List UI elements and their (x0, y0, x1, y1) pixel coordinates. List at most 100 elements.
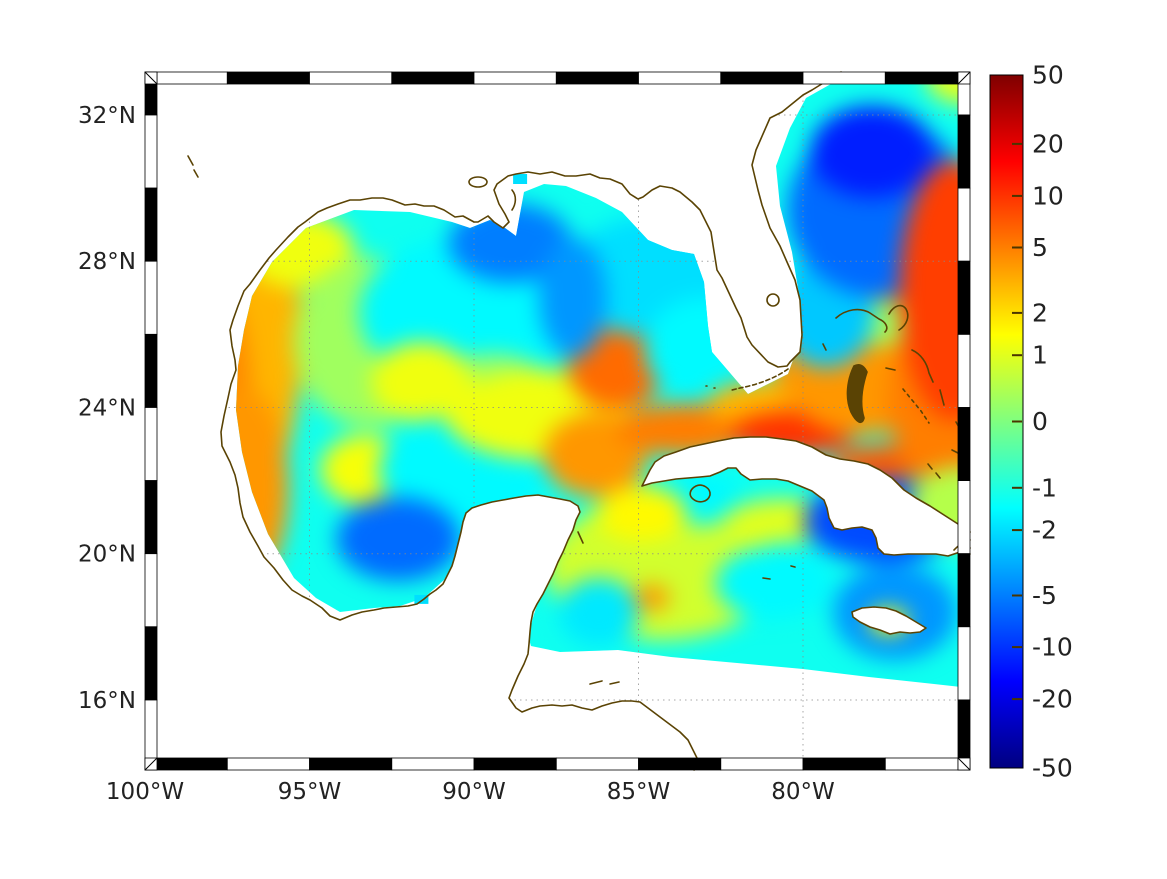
frame-band-bottom (391, 757, 475, 771)
colorbar-label--20: -20 (1032, 685, 1073, 714)
frame-band-right (957, 333, 971, 408)
bay-islands-honduras (589, 680, 620, 685)
field-blob-desoto-blue-streak (538, 237, 607, 358)
field-blob-cayman-cyan (715, 547, 832, 619)
dry-tortugas-icon (705, 385, 716, 389)
andros-island (846, 364, 868, 424)
frame-band-right (957, 480, 971, 555)
frame-band-bottom (802, 757, 886, 771)
colorbar-label-2: 2 (1032, 298, 1048, 327)
exuma-chain (902, 388, 930, 424)
cozumel-island (577, 531, 584, 544)
colorbar-ticks (1012, 142, 1022, 701)
x-axis-label-95w: 95°W (278, 779, 342, 805)
colorbar-label--5: -5 (1032, 581, 1057, 610)
y-axis-label-16n: 16°N (78, 688, 136, 714)
patch-terminos-lagoon-cool (414, 594, 429, 604)
frame-band-right (957, 407, 971, 481)
frame-corner-bevel (957, 71, 971, 85)
ragged-islands (927, 463, 941, 479)
frame-band-right (957, 260, 971, 335)
frame-band-top (226, 71, 311, 85)
frame-band-top (391, 71, 475, 85)
frame-band-bottom (473, 757, 557, 771)
frame-band-left (144, 114, 158, 189)
field-blob-honduras-cyan (559, 578, 639, 647)
bimini (822, 343, 827, 351)
frame-band-right (957, 114, 971, 189)
frame-band-top (309, 71, 393, 85)
cuba-coastline (641, 436, 971, 557)
frame-band-bottom (309, 757, 393, 771)
field-blob-west-mid-yellow (371, 341, 472, 422)
eleuthera-island (911, 349, 934, 383)
mainland-coastline (220, 71, 842, 771)
map-frame (144, 71, 971, 771)
colorbar-label-5: 5 (1032, 233, 1048, 262)
frame-band-top (802, 71, 886, 85)
colorbar-label--50: -50 (1032, 754, 1073, 783)
isla-juventud-coastline (689, 484, 711, 503)
frame-band-top (720, 71, 804, 85)
field-blob-w-juventud-yellow (596, 485, 687, 542)
colorbar-label-20: 20 (1032, 129, 1064, 158)
colorbar-label-0: 0 (1032, 407, 1048, 436)
colorbar-label-10: 10 (1032, 181, 1064, 210)
data-field-blobs (236, 72, 970, 661)
frame-band-bottom (884, 757, 968, 771)
frame-band-top (555, 71, 639, 85)
frame-band-left (144, 187, 158, 262)
colorbar-label-50: 50 (1032, 61, 1064, 90)
cayman-islands (762, 565, 796, 580)
frame-band-top (638, 71, 722, 85)
field-blob-campeche-blue (336, 497, 461, 582)
cuba-land (642, 437, 970, 556)
frame-band-left (144, 407, 158, 481)
grand-bahama-abaco (835, 304, 909, 333)
colorbar-label-1: 1 (1032, 341, 1048, 370)
patch-mississippi-sound-cool (513, 174, 528, 184)
north-america-land (145, 72, 841, 770)
frame-band-bottom (720, 757, 804, 771)
field-blob-caribbean-warm-spot (633, 584, 670, 611)
y-axis-label-20n: 20°N (78, 542, 136, 568)
field-blob-atlantic-warm-ridge (899, 160, 970, 421)
y-axis-label-32n: 32°N (78, 103, 136, 129)
x-axis-label-80w: 80°W (771, 779, 835, 805)
colorbar-label--10: -10 (1032, 633, 1073, 662)
x-axis-label-100w: 100°W (106, 779, 184, 805)
frame-band-top (884, 71, 968, 85)
frame-corner-bevel (144, 757, 158, 771)
jamaica-land (852, 607, 926, 634)
x-axis-label-85w: 85°W (607, 779, 671, 805)
frame-corner-bevel (144, 71, 158, 85)
field-blob-atlantic-cold-core (810, 105, 935, 198)
florida-keys (731, 368, 789, 391)
frame-band-bottom (226, 757, 311, 771)
colorbar-label--1: -1 (1032, 473, 1057, 502)
frame-band-left (144, 260, 158, 335)
small-water-patches (414, 174, 528, 604)
x-axis-label-90w: 90°W (442, 779, 506, 805)
frame-band-right (957, 553, 971, 628)
cat-island (939, 389, 945, 406)
frame-band-right (957, 187, 971, 262)
frame-band-left (144, 553, 158, 628)
colorbar-label--2: -2 (1032, 516, 1057, 545)
frame-band-left (144, 480, 158, 555)
frame-band-bottom (555, 757, 639, 771)
new-providence (885, 367, 896, 371)
frame-band-left (144, 333, 158, 408)
axis-labels: 100°W 95°W 90°W 85°W 80°W 32°N 28°N 24°N 20°N 16°… (78, 103, 835, 805)
lake-pontchartrain (468, 176, 488, 188)
y-axis-label-24n: 24°N (78, 396, 136, 422)
frame-band-right (957, 626, 971, 701)
frame-corner-bevel (957, 757, 971, 771)
chandeleur-islands (511, 189, 517, 211)
y-axis-label-28n: 28°N (78, 249, 136, 275)
frame-band-left (144, 626, 158, 701)
